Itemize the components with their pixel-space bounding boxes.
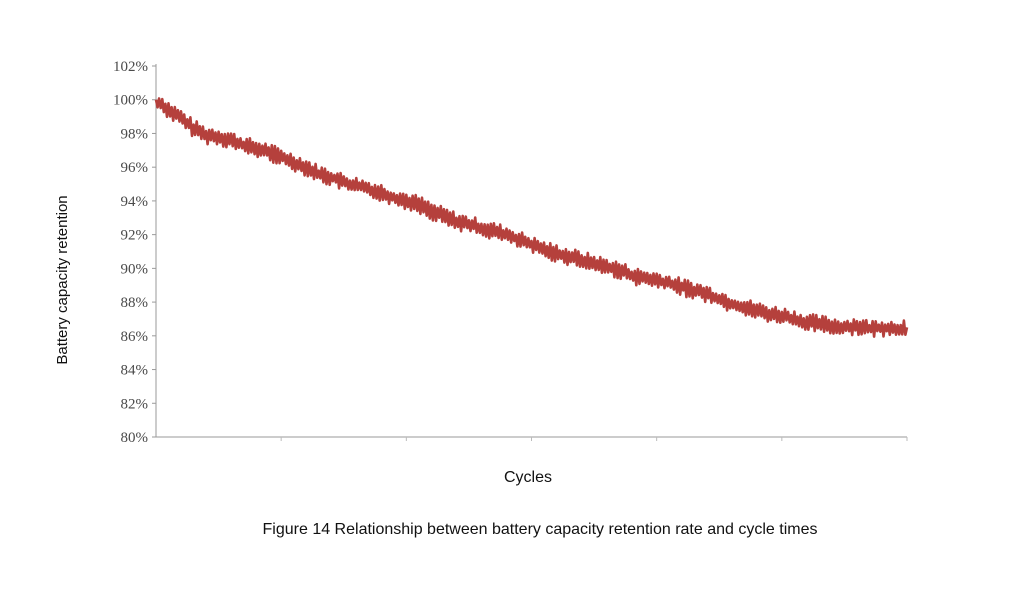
y-axis: 80% 82% 84% 86% 88% 90% 92% 94% 96% 98% 100% 102%: [113, 59, 157, 446]
y-tick-label: 100%: [113, 93, 148, 109]
y-tick-label: 92%: [121, 228, 149, 244]
y-tick-label: 84%: [121, 363, 149, 379]
x-axis-label: Cycles: [504, 469, 552, 486]
y-axis-label: Battery capacity retention: [54, 195, 71, 364]
y-tick-label: 90%: [121, 261, 149, 277]
y-tick-label: 98%: [121, 126, 149, 142]
y-tick-label: 102%: [113, 59, 148, 75]
y-tick-label: 96%: [121, 160, 149, 176]
y-tick-label: 80%: [121, 430, 149, 446]
y-tick-label: 94%: [121, 194, 149, 210]
figure-caption: Figure 14 Relationship between battery c…: [262, 521, 818, 538]
y-tick-label: 86%: [121, 329, 149, 345]
series-line: [154, 97, 909, 338]
series-group: [154, 97, 909, 338]
y-tick-label: 88%: [121, 295, 149, 311]
y-tick-label: 82%: [121, 396, 149, 412]
x-axis: [156, 436, 908, 441]
